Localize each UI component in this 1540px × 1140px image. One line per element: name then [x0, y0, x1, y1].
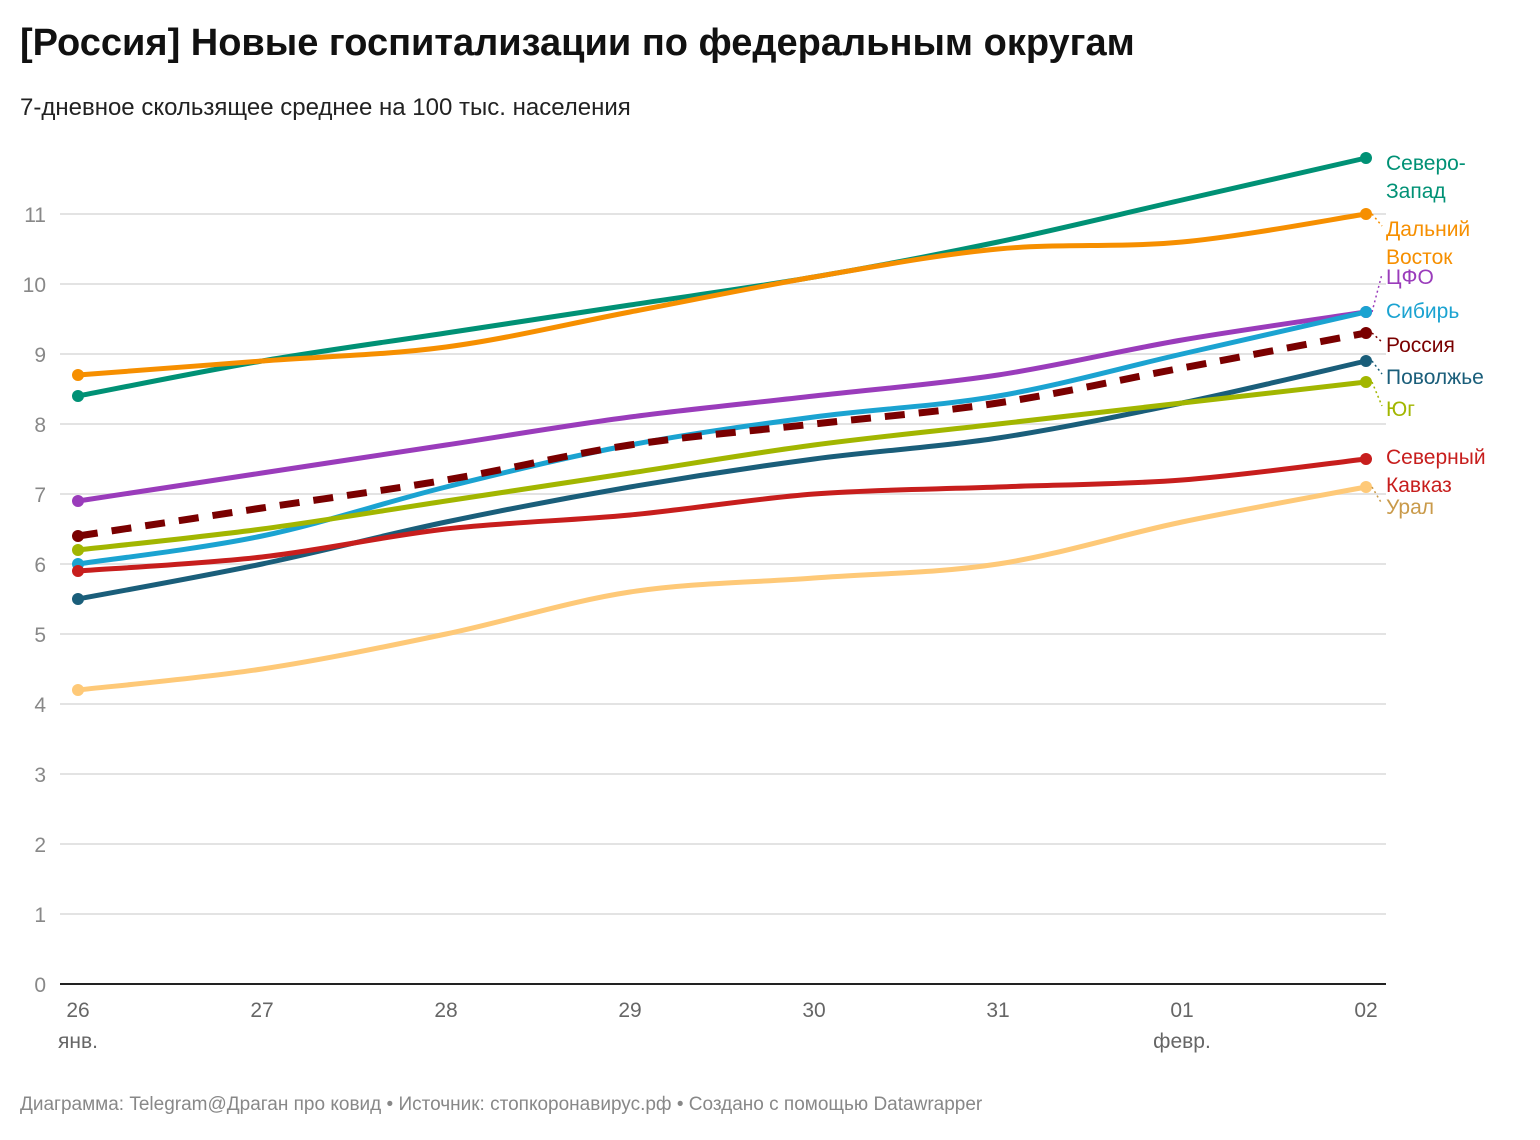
- data-point-start: [72, 495, 84, 507]
- y-tick-label: 10: [23, 274, 46, 297]
- series-line-сибирь: [75, 309, 1369, 567]
- y-tick-label: 5: [34, 624, 46, 647]
- data-point-end: [1360, 355, 1372, 367]
- series-line-юг: [75, 379, 1369, 553]
- y-tick-label: 0: [34, 974, 46, 997]
- y-tick-label: 7: [34, 484, 46, 507]
- data-point-start: [72, 565, 84, 577]
- label-connector: [1371, 332, 1383, 343]
- data-point-end: [1360, 208, 1372, 220]
- series-label-урал: Урал: [1386, 496, 1434, 519]
- x-tick-sublabel: февр.: [1153, 1030, 1211, 1053]
- x-tick-label: 26: [66, 999, 89, 1022]
- x-tick-label: 29: [618, 999, 641, 1022]
- label-connector: [1371, 381, 1383, 407]
- series-line-дальний-восток: [75, 211, 1369, 378]
- series-label-дальний-восток: Дальний: [1386, 218, 1470, 241]
- x-tick-label: 28: [434, 999, 457, 1022]
- y-tick-label: 11: [24, 204, 46, 227]
- series-label-дальний-восток: Восток: [1386, 246, 1453, 269]
- y-tick-label: 8: [34, 414, 46, 437]
- label-connector: [1371, 360, 1383, 375]
- data-point-end: [1360, 481, 1372, 493]
- data-point-start: [72, 593, 84, 605]
- series-label-россия: Россия: [1386, 334, 1455, 357]
- series-line-цфо: [75, 309, 1369, 504]
- x-tick-label: 30: [802, 999, 825, 1022]
- y-tick-label: 1: [34, 904, 46, 927]
- x-tick-label: 01: [1170, 999, 1193, 1022]
- series-label-северо-запад: Северо-: [1386, 152, 1466, 175]
- data-point-start: [72, 684, 84, 696]
- y-tick-label: 2: [34, 834, 46, 857]
- series-label-северный-кавказ: Северный: [1386, 446, 1486, 469]
- data-point-end: [1360, 327, 1372, 339]
- x-tick-sublabel: янв.: [58, 1030, 98, 1053]
- chart-title: [Россия] Новые госпитализации по федерал…: [20, 22, 1135, 64]
- x-tick-label: 27: [250, 999, 273, 1022]
- x-tick-label: 02: [1354, 999, 1377, 1022]
- series-line-урал: [75, 484, 1369, 693]
- data-point-end: [1360, 453, 1372, 465]
- series-label-северный-кавказ: Кавказ: [1386, 474, 1452, 497]
- y-tick-label: 3: [34, 764, 46, 787]
- series-label-юг: Юг: [1386, 398, 1415, 421]
- data-point-end: [1360, 306, 1372, 318]
- x-tick-label: 31: [986, 999, 1009, 1022]
- chart-subtitle: 7-дневное скользящее среднее на 100 тыс.…: [20, 94, 631, 121]
- data-point-start: [72, 390, 84, 402]
- series-label-сибирь: Сибирь: [1386, 300, 1459, 323]
- series-label-поволжье: Поволжье: [1386, 366, 1484, 389]
- series-label-северо-запад: Запад: [1386, 180, 1446, 203]
- y-tick-label: 6: [34, 554, 46, 577]
- chart-footer: Диаграмма: Telegram@Драган про ковид • И…: [20, 1094, 983, 1115]
- series-label-цфо: ЦФО: [1386, 266, 1434, 289]
- series-line-северный-кавказ: [75, 456, 1369, 574]
- data-point-end: [1360, 376, 1372, 388]
- data-point-start: [72, 369, 84, 381]
- label-connector: [1371, 273, 1383, 313]
- data-point-start: [72, 544, 84, 556]
- label-connector: [1371, 486, 1383, 505]
- series-line-россия: [77, 329, 1367, 540]
- data-point-end: [1360, 152, 1372, 164]
- label-connector: [1371, 213, 1383, 227]
- data-point-start: [72, 530, 84, 542]
- y-tick-label: 9: [34, 344, 46, 367]
- y-tick-label: 4: [34, 694, 46, 717]
